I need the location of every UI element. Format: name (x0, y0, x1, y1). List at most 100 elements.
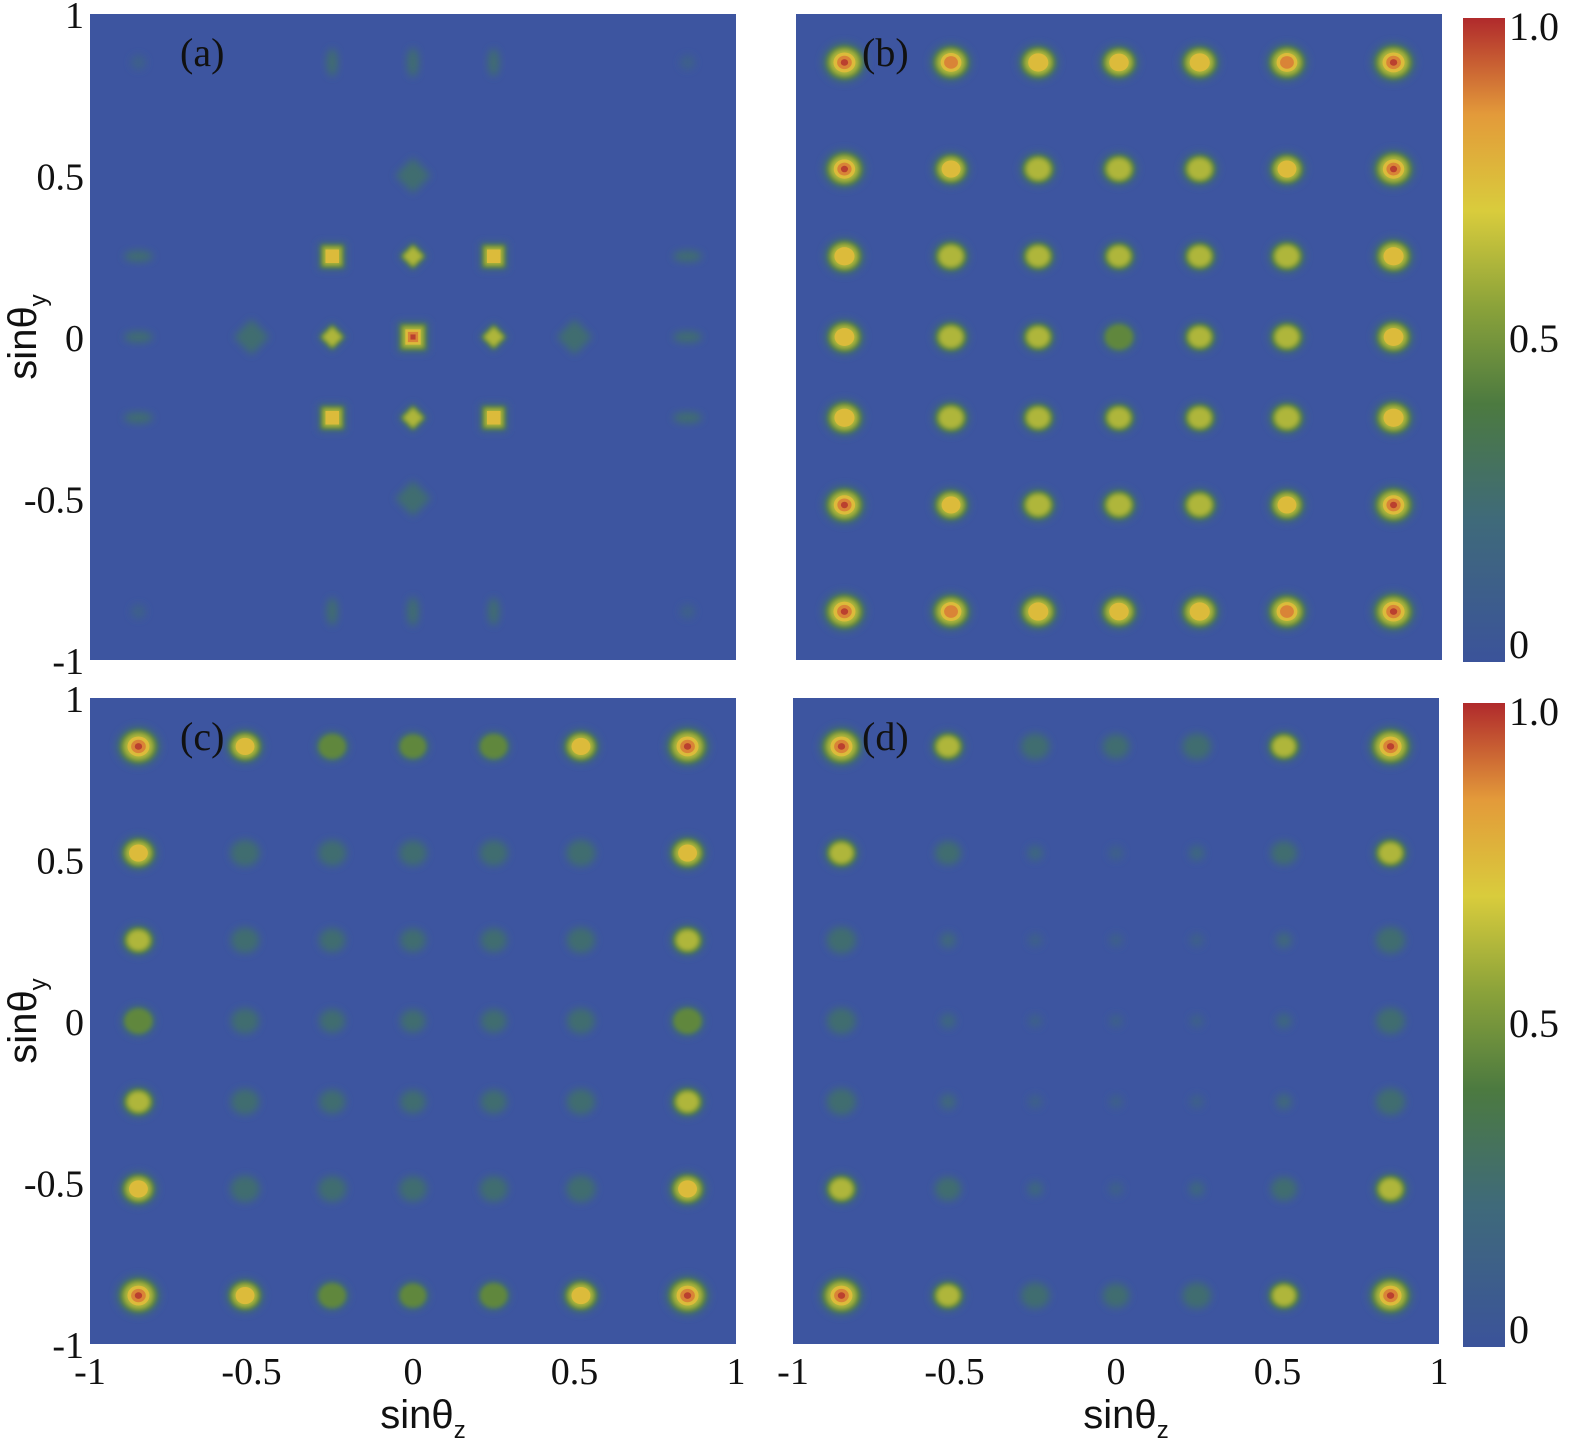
spot-c-1-2 (318, 840, 347, 866)
spot-c-6-6 (665, 1275, 710, 1316)
spot-d-3-1 (940, 1013, 956, 1029)
spot-b-0-6 (1371, 42, 1416, 83)
spot-c-1-4 (479, 840, 508, 866)
spot-c-4-6 (670, 1086, 705, 1118)
spot-d-5-4 (1188, 1181, 1205, 1197)
spot-d-1-1 (934, 841, 962, 866)
spot-b-2-6 (1373, 238, 1414, 275)
spot-a-15 (478, 322, 509, 352)
spot-a-18 (123, 412, 153, 424)
ytick-label-0-2: 0 (65, 318, 84, 360)
spot-c-1-0 (119, 835, 158, 871)
xtick-label-2-1: -0.5 (221, 1351, 281, 1393)
ytick-label-0-4: -1 (52, 641, 84, 683)
spot-c-6-2 (315, 1280, 349, 1311)
spot-a-16 (556, 319, 593, 355)
spot-c-0-5 (562, 729, 600, 764)
spot-b-3-1 (933, 320, 970, 354)
spot-d-3-5 (1276, 1013, 1292, 1029)
spot-b-3-4 (1182, 321, 1217, 353)
spot-b-6-5 (1266, 592, 1308, 631)
spot-b-0-0 (822, 42, 867, 83)
spot-c-6-4 (477, 1280, 511, 1311)
colorbar-tick-1-1: 0.5 (1509, 1001, 1559, 1046)
spot-b-2-5 (1268, 239, 1306, 273)
spot-c-2-1 (230, 927, 260, 954)
spot-d-0-2 (1020, 733, 1050, 760)
spot-a-8 (398, 241, 428, 272)
spot-d-4-6 (1375, 1088, 1406, 1116)
spot-a-27 (488, 597, 500, 626)
spot-b-5-0 (823, 485, 866, 525)
spot-b-1-3 (1100, 152, 1138, 186)
panel-d: (d) (793, 698, 1439, 1344)
spot-c-2-0 (121, 924, 156, 956)
spot-d-4-5 (1275, 1093, 1292, 1110)
colorbar-bottom-scale (1463, 703, 1505, 1347)
ytick-label-0-3: -0.5 (24, 480, 84, 522)
spot-a-23 (395, 480, 431, 517)
spot-d-2-0 (826, 926, 857, 954)
spot-d-2-1 (940, 932, 957, 949)
spot-a-12 (233, 319, 270, 355)
spot-d-2-6 (1375, 926, 1406, 954)
spot-d-0-4 (1182, 733, 1212, 760)
spot-d-2-4 (1189, 933, 1204, 948)
spot-c-0-4 (477, 731, 511, 762)
panel-b: (b) (796, 14, 1442, 660)
spot-c-2-2 (319, 928, 346, 953)
ytick-label-2-4: -1 (52, 1325, 84, 1367)
spot-c-6-1 (226, 1278, 264, 1313)
colorbar-tick-1-0: 1.0 (1509, 689, 1559, 734)
spot-a-6 (123, 250, 153, 262)
ytick-label-2-1: 0.5 (37, 841, 85, 883)
spot-b-0-4 (1179, 44, 1220, 81)
spot-c-5-0 (119, 1171, 158, 1207)
panel-label-d: (d) (862, 714, 909, 759)
spot-c-3-4 (480, 1009, 507, 1033)
spot-d-1-4 (1188, 845, 1205, 861)
spot-d-6-2 (1020, 1282, 1050, 1309)
spot-d-1-3 (1108, 845, 1124, 861)
spot-a-21 (480, 404, 508, 432)
colorbar-tick-1-2: 0 (1509, 1307, 1529, 1352)
spot-d-6-6 (1368, 1275, 1413, 1316)
panel-c: (c) (90, 698, 736, 1344)
colorbar-top-scale (1463, 18, 1505, 662)
spot-b-2-1 (932, 239, 970, 273)
spot-b-6-1 (930, 592, 972, 631)
spot-d-1-2 (1027, 845, 1044, 861)
xtick-label-3-2: 0 (1107, 1351, 1126, 1393)
spot-c-1-1 (230, 839, 260, 867)
spot-d-4-1 (940, 1093, 957, 1110)
spot-d-5-6 (1373, 1173, 1408, 1205)
spot-b-5-3 (1100, 488, 1138, 522)
spot-a-19 (318, 404, 346, 432)
spot-b-3-6 (1373, 319, 1414, 355)
spot-d-1-5 (1270, 841, 1298, 866)
ytick-label-0-0: 1 (65, 0, 84, 37)
spot-d-6-0 (819, 1275, 864, 1316)
spot-b-3-2 (1021, 321, 1056, 353)
panel-label-a: (a) (180, 30, 224, 75)
spot-c-1-5 (566, 839, 596, 867)
spot-b-6-0 (822, 591, 867, 632)
spot-b-0-5 (1266, 43, 1308, 82)
spot-b-4-2 (1020, 402, 1056, 434)
spot-a-14 (397, 321, 429, 353)
spot-a-1 (326, 48, 338, 77)
spot-c-0-2 (315, 731, 349, 762)
spot-c-5-1 (230, 1175, 260, 1203)
spot-c-0-3 (397, 732, 429, 761)
spot-a-0 (131, 55, 146, 70)
colorbar-tick-0-2: 0 (1509, 622, 1529, 667)
spot-b-3-0 (824, 319, 865, 355)
spot-b-5-1 (932, 487, 970, 523)
spot-b-1-0 (823, 149, 866, 189)
spot-d-3-0 (826, 1007, 856, 1035)
spot-a-5 (395, 157, 431, 194)
spot-b-4-1 (932, 401, 970, 435)
spot-d-6-1 (931, 1280, 966, 1311)
spot-d-0-3 (1102, 734, 1130, 759)
